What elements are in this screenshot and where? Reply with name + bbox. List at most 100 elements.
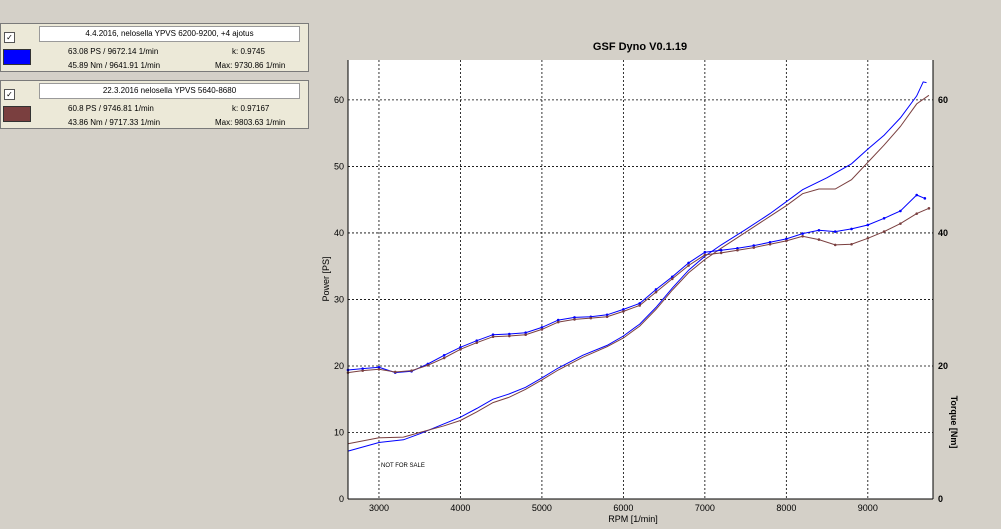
torque-point bbox=[882, 230, 886, 233]
torque-point bbox=[475, 339, 479, 342]
torque-point bbox=[622, 308, 625, 311]
run-visibility-checkbox[interactable]: ✓ bbox=[4, 32, 15, 43]
torque-point bbox=[540, 326, 544, 329]
torque-point bbox=[866, 236, 870, 240]
torque-point bbox=[817, 238, 821, 241]
y-right-tick-label: 60 bbox=[938, 95, 948, 105]
torque-point bbox=[719, 248, 723, 252]
torque-point bbox=[785, 237, 788, 241]
torque-point bbox=[866, 223, 870, 227]
torque-point bbox=[670, 275, 674, 279]
y-right-tick-label: 20 bbox=[938, 361, 948, 371]
torque-point bbox=[638, 302, 641, 305]
torque-point bbox=[736, 248, 739, 252]
y-right-tick-label: 0 bbox=[938, 494, 943, 504]
torque-point bbox=[736, 246, 739, 250]
x-tick-label: 8000 bbox=[776, 503, 796, 513]
torque-point bbox=[899, 222, 902, 225]
power-curve bbox=[347, 94, 930, 445]
x-axis-label: RPM [1/min] bbox=[608, 514, 658, 524]
torque-point bbox=[768, 240, 772, 244]
run-panel: ✓ 4.4.2016, nelosella YPVS 6200-9200, +4… bbox=[0, 23, 309, 72]
chart-title: GSF Dyno V0.1.19 bbox=[593, 41, 687, 53]
watermark: NOT FOR SALE bbox=[381, 463, 425, 469]
torque-point bbox=[622, 310, 625, 313]
torque-point bbox=[927, 207, 931, 210]
torque-point bbox=[524, 331, 527, 335]
torque-point bbox=[540, 328, 544, 331]
torque-point bbox=[589, 316, 593, 320]
torque-point bbox=[556, 318, 560, 322]
run-panel: ✓ 22.3.2016 nelosella YPVS 5640-8680 60.… bbox=[0, 80, 309, 129]
torque-point bbox=[524, 333, 527, 337]
y-left-tick-label: 60 bbox=[334, 95, 344, 105]
x-tick-label: 7000 bbox=[695, 503, 715, 513]
run-max-rpm: Max: 9730.86 1/min bbox=[215, 61, 286, 70]
torque-point bbox=[410, 369, 413, 372]
run-power-peak: 60.8 PS / 9746.81 1/min bbox=[68, 104, 154, 113]
torque-point bbox=[850, 242, 853, 246]
series-layer bbox=[346, 81, 931, 452]
torque-point bbox=[654, 290, 658, 294]
torque-point bbox=[719, 251, 723, 255]
y-left-tick-label: 10 bbox=[334, 427, 344, 437]
torque-point bbox=[605, 313, 609, 317]
torque-point bbox=[752, 244, 756, 247]
grid-lines bbox=[348, 60, 933, 499]
torque-point bbox=[687, 261, 690, 265]
plot-area bbox=[348, 60, 933, 499]
run-title[interactable]: 22.3.2016 nelosella YPVS 5640-8680 bbox=[39, 83, 300, 99]
torque-point bbox=[475, 341, 479, 344]
torque-point bbox=[508, 332, 511, 336]
torque-point bbox=[393, 370, 397, 374]
torque-point bbox=[801, 232, 804, 235]
torque-point bbox=[833, 243, 837, 247]
tick-labels: 3000 4000 5000 6000 7000 8000 9000 0 10 20 30 40 50 6… bbox=[334, 95, 948, 513]
run-torque-peak: 45.89 Nm / 9641.91 1/min bbox=[68, 61, 161, 70]
run-power-peak: 63.08 PS / 9672.14 1/min bbox=[68, 47, 159, 56]
left-axis-label: Power [PS] bbox=[321, 256, 331, 301]
y-left-tick-label: 50 bbox=[334, 161, 344, 171]
y-left-tick-label: 40 bbox=[334, 228, 344, 238]
torque-point bbox=[459, 348, 462, 351]
torque-point bbox=[573, 316, 576, 319]
torque-point bbox=[654, 288, 658, 291]
torque-point bbox=[442, 354, 446, 357]
power-curve bbox=[347, 81, 927, 452]
run-title[interactable]: 4.4.2016, nelosella YPVS 6200-9200, +4 a… bbox=[39, 26, 300, 42]
torque-point bbox=[426, 364, 430, 367]
torque-point bbox=[915, 212, 919, 215]
y-left-tick-label: 20 bbox=[334, 361, 344, 371]
torque-point bbox=[687, 264, 690, 267]
torque-point bbox=[573, 318, 576, 321]
torque-point bbox=[361, 367, 364, 370]
run-visibility-checkbox[interactable]: ✓ bbox=[4, 89, 15, 100]
torque-point bbox=[703, 253, 707, 257]
y-right-tick-label: 40 bbox=[938, 228, 948, 238]
torque-point bbox=[556, 320, 560, 324]
run-torque-peak: 43.86 Nm / 9717.33 1/min bbox=[68, 118, 161, 127]
torque-point bbox=[923, 197, 927, 200]
right-axis-label: Torque [Nm] bbox=[949, 396, 959, 449]
torque-point bbox=[605, 315, 609, 319]
torque-point bbox=[491, 335, 495, 339]
torque-point bbox=[508, 334, 511, 338]
run-color-swatch[interactable] bbox=[3, 106, 31, 122]
torque-point bbox=[915, 193, 919, 197]
torque-point bbox=[377, 367, 381, 371]
torque-point bbox=[801, 234, 804, 238]
torque-point bbox=[899, 209, 902, 213]
torque-point bbox=[817, 228, 821, 232]
run-max-rpm: Max: 9803.63 1/min bbox=[215, 118, 286, 127]
x-tick-label: 3000 bbox=[369, 503, 389, 513]
x-tick-label: 5000 bbox=[532, 503, 552, 513]
torque-point bbox=[670, 277, 674, 281]
torque-point bbox=[459, 346, 462, 349]
torque-point bbox=[785, 239, 788, 243]
run-color-swatch[interactable] bbox=[3, 49, 31, 65]
y-left-tick-label: 30 bbox=[334, 294, 344, 304]
y-left-tick-label: 0 bbox=[339, 494, 344, 504]
x-tick-label: 6000 bbox=[613, 503, 633, 513]
torque-point bbox=[377, 366, 381, 369]
